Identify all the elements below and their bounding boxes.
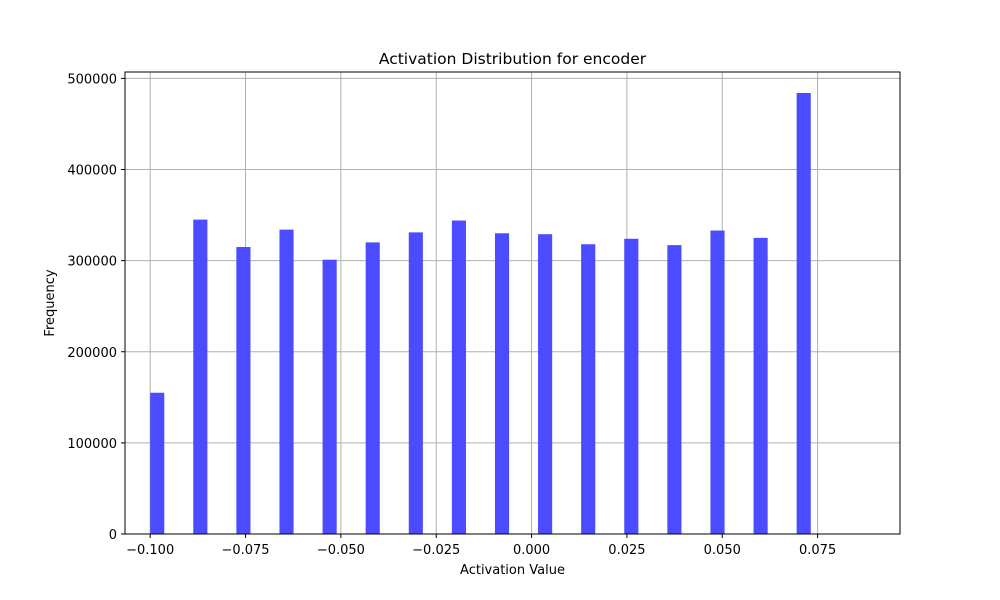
x-axis-label: Activation Value: [460, 563, 565, 578]
y-tick-label: 200000: [67, 346, 117, 361]
plot-frame: [124, 71, 901, 535]
x-tick-label: −0.025: [412, 543, 460, 558]
histogram-bar: [710, 230, 725, 534]
histogram-bar: [538, 234, 553, 535]
y-tick-label: 300000: [67, 255, 117, 270]
x-tick-label: 0.050: [704, 543, 741, 558]
histogram-bar: [796, 92, 811, 534]
histogram-bar: [753, 237, 768, 534]
histogram-bar: [150, 392, 165, 534]
histogram-bar: [322, 259, 337, 534]
y-tick-label: 100000: [67, 437, 117, 452]
bars: [150, 92, 811, 535]
y-tick-label: 400000: [67, 164, 117, 179]
histogram-bar: [408, 232, 423, 534]
x-tick-label: −0.050: [317, 543, 365, 558]
histogram-bar: [667, 245, 682, 534]
histogram-bar: [193, 219, 208, 534]
histogram-bar: [451, 220, 466, 535]
chart-title: Activation Distribution for encoder: [379, 50, 647, 68]
histogram-bar: [365, 242, 380, 534]
histogram-bar: [494, 233, 510, 534]
x-tick-label: 0.025: [608, 543, 645, 558]
x-tick-label: 0.000: [513, 543, 550, 558]
histogram-bar: [279, 229, 294, 535]
ticks: −0.100 −0.075 −0.050 −0.025 0.000 0.025 0.050 0…: [67, 72, 836, 558]
y-tick-label: 0: [109, 528, 117, 543]
y-tick-label: 500000: [67, 72, 117, 87]
histogram-bar: [581, 244, 596, 534]
histogram-bar: [236, 246, 251, 535]
x-tick-label: −0.075: [221, 543, 269, 558]
y-axis-label: Frequency: [43, 269, 58, 336]
histogram-bar: [624, 238, 639, 535]
x-tick-label: 0.075: [799, 543, 836, 558]
x-tick-label: −0.100: [126, 543, 174, 558]
